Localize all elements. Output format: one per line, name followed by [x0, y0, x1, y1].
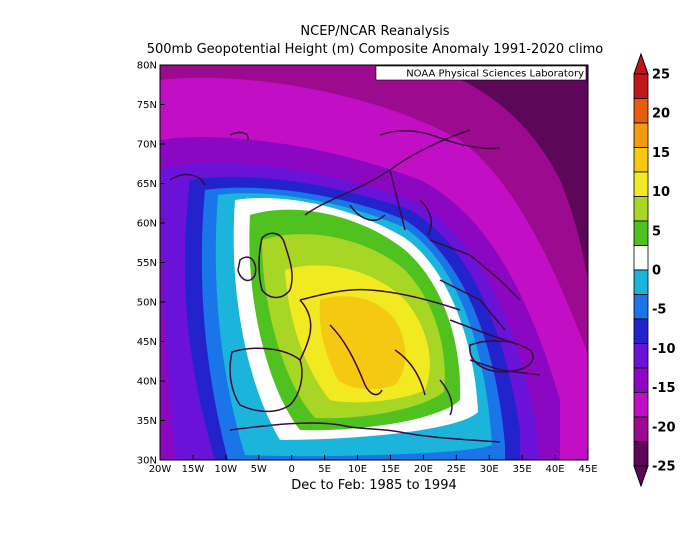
colorbar-swatch: [633, 367, 649, 393]
period-label: Dec to Feb: 1985 to 1994: [291, 478, 457, 493]
colorbar-swatch: [633, 73, 649, 99]
colorbar-swatch: [633, 220, 649, 246]
coastline-scandinavia: [304, 129, 471, 236]
x-tick-label: 40E: [546, 464, 565, 475]
y-tick-label: 50N: [137, 298, 157, 309]
chart-subtitle: 500mb Geopotential Height (m) Composite …: [146, 42, 604, 57]
colorbar-swatch: [633, 122, 649, 148]
x-tick-label: 30E: [480, 464, 499, 475]
colorbar-label: 20: [652, 107, 670, 122]
y-tick-label: 30N: [137, 456, 157, 467]
y-tick-label: 80N: [137, 61, 157, 72]
y-tick-label: 40N: [137, 377, 157, 388]
coastline-british-isles: [237, 232, 293, 299]
field-band-max: [319, 296, 406, 390]
coastline-black-sea: [469, 340, 534, 373]
x-tick-label: 25E: [447, 464, 466, 475]
colorbar-label: -5: [652, 303, 666, 318]
colorbar-swatch: [633, 98, 649, 124]
x-tick-label: 10W: [215, 464, 238, 475]
colorbar-swatch: [633, 294, 649, 320]
x-tick-label: 15W: [182, 464, 205, 475]
y-axis: 30N 35N 40N 45N 50N 55N 60N 65N 70N 75N 80N: [137, 61, 165, 467]
colorbar-label: -15: [652, 381, 676, 396]
colorbar-label: 25: [652, 68, 670, 83]
colorbar-swatch: [633, 441, 649, 467]
x-tick-label: 0: [289, 464, 295, 475]
y-tick-label: 75N: [137, 100, 157, 111]
colorbar-swatch: [633, 392, 649, 418]
anomaly-field: [160, 65, 588, 460]
colorbar-swatch: [633, 245, 649, 271]
colorbar-label: -20: [652, 420, 676, 435]
coastline-mainland-europe: [299, 288, 461, 416]
colorbar-top-arrow: [633, 52, 649, 75]
coastlines-borders: [169, 129, 541, 443]
colorbar-label: 15: [652, 146, 670, 161]
coastline-north-africa: [229, 422, 501, 443]
colorbar-label: -25: [652, 460, 676, 475]
x-tick-label: 20E: [414, 464, 433, 475]
colorbar-swatch: [633, 269, 649, 295]
x-tick-label: 5W: [251, 464, 267, 475]
colorbar-swatch: [633, 196, 649, 222]
colorbar-swatch: [633, 343, 649, 369]
chart-title: NCEP/NCAR Reanalysis: [300, 24, 450, 39]
x-axis: 20W 15W 10W 5W 0 5E 10E 15E 20E 25E 30E 35E 40E 45E: [149, 455, 598, 475]
y-tick-label: 65N: [137, 179, 157, 190]
colorbar-swatch: [633, 147, 649, 173]
colorbar-label: 0: [652, 264, 661, 279]
coastline-iberia: [229, 347, 303, 413]
y-tick-label: 60N: [137, 219, 157, 230]
x-tick-label: 10E: [348, 464, 367, 475]
colorbar-label: -10: [652, 342, 676, 357]
colorbar-swatch: [633, 318, 649, 344]
x-tick-label: 35E: [513, 464, 532, 475]
colorbar: 25 20 15 10 5 0 -5 -10 -15 -20 -25: [633, 52, 676, 488]
colorbar-label: 10: [652, 185, 670, 200]
colorbar-bottom-arrow: [633, 465, 649, 488]
y-tick-label: 70N: [137, 140, 157, 151]
colorbar-label: 5: [652, 224, 661, 239]
x-tick-label: 20W: [149, 464, 172, 475]
colorbar-swatch: [633, 416, 649, 442]
x-tick-label: 5E: [318, 464, 331, 475]
x-tick-label: 15E: [381, 464, 400, 475]
y-tick-label: 35N: [137, 416, 157, 427]
coastline-arctic: [169, 130, 501, 186]
colorbar-swatch: [633, 171, 649, 197]
border-eastern-europe: [429, 239, 541, 376]
x-tick-label: 45E: [578, 464, 597, 475]
credit-box: [375, 65, 587, 81]
credit-label: NOAA Physical Sciences Laboratory: [406, 69, 584, 80]
y-tick-label: 45N: [137, 337, 157, 348]
y-tick-label: 55N: [137, 258, 157, 269]
